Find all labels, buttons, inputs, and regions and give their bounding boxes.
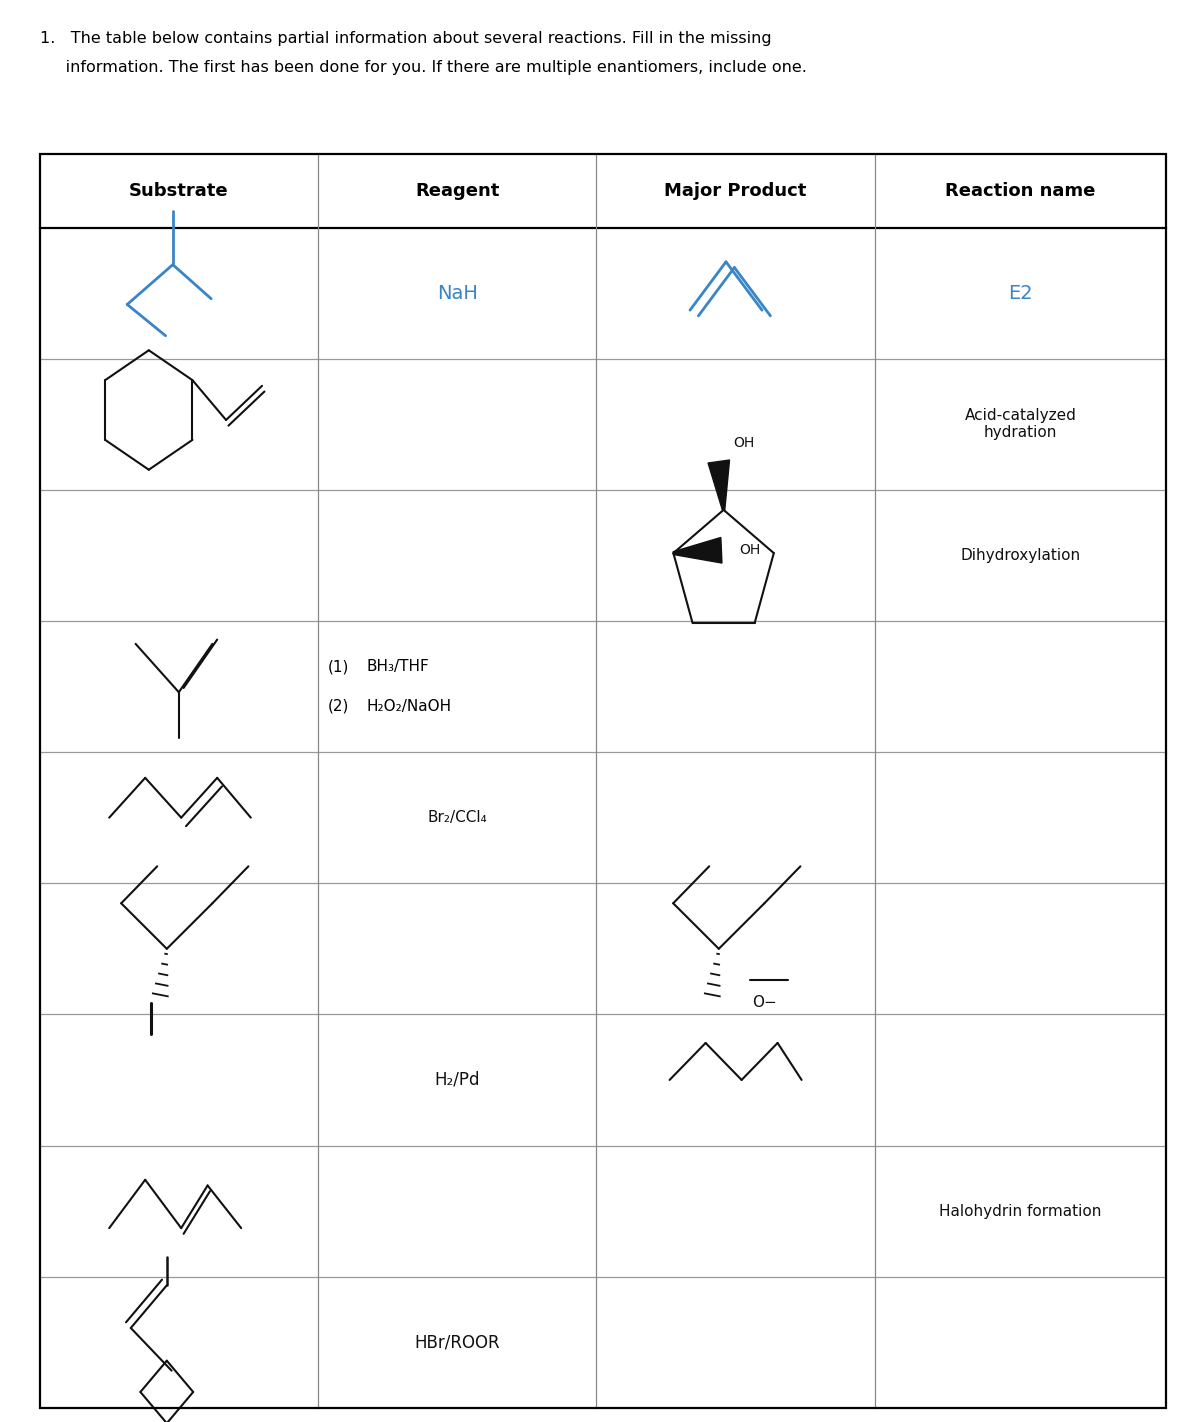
Text: OH: OH — [733, 437, 755, 449]
Text: Reagent: Reagent — [415, 182, 499, 199]
Text: HBr/ROOR: HBr/ROOR — [414, 1334, 500, 1351]
Text: H₂/Pd: H₂/Pd — [434, 1071, 480, 1089]
Text: (2): (2) — [328, 700, 349, 714]
Text: 1.   The table below contains partial information about several reactions. Fill : 1. The table below contains partial info… — [40, 31, 772, 47]
Text: NaH: NaH — [437, 283, 478, 303]
Text: Reaction name: Reaction name — [946, 182, 1096, 199]
Text: Substrate: Substrate — [128, 182, 229, 199]
Polygon shape — [708, 461, 730, 510]
Text: OH: OH — [739, 543, 761, 557]
Text: Acid-catalyzed
hydration: Acid-catalyzed hydration — [965, 408, 1076, 441]
Polygon shape — [673, 538, 722, 563]
Text: Br₂/CCl₄: Br₂/CCl₄ — [427, 811, 487, 825]
Text: O−: O− — [752, 995, 776, 1010]
Text: Halohydrin formation: Halohydrin formation — [940, 1203, 1102, 1219]
Text: E2: E2 — [1008, 283, 1033, 303]
Text: BH₃/THF: BH₃/THF — [366, 660, 428, 674]
Text: Major Product: Major Product — [665, 182, 806, 199]
Text: information. The first has been done for you. If there are multiple enantiomers,: information. The first has been done for… — [40, 60, 806, 75]
Text: H₂O₂/NaOH: H₂O₂/NaOH — [366, 700, 451, 714]
Text: (1): (1) — [328, 660, 349, 674]
Text: Dihydroxylation: Dihydroxylation — [960, 547, 1081, 563]
Bar — [40, 154, 1166, 1408]
